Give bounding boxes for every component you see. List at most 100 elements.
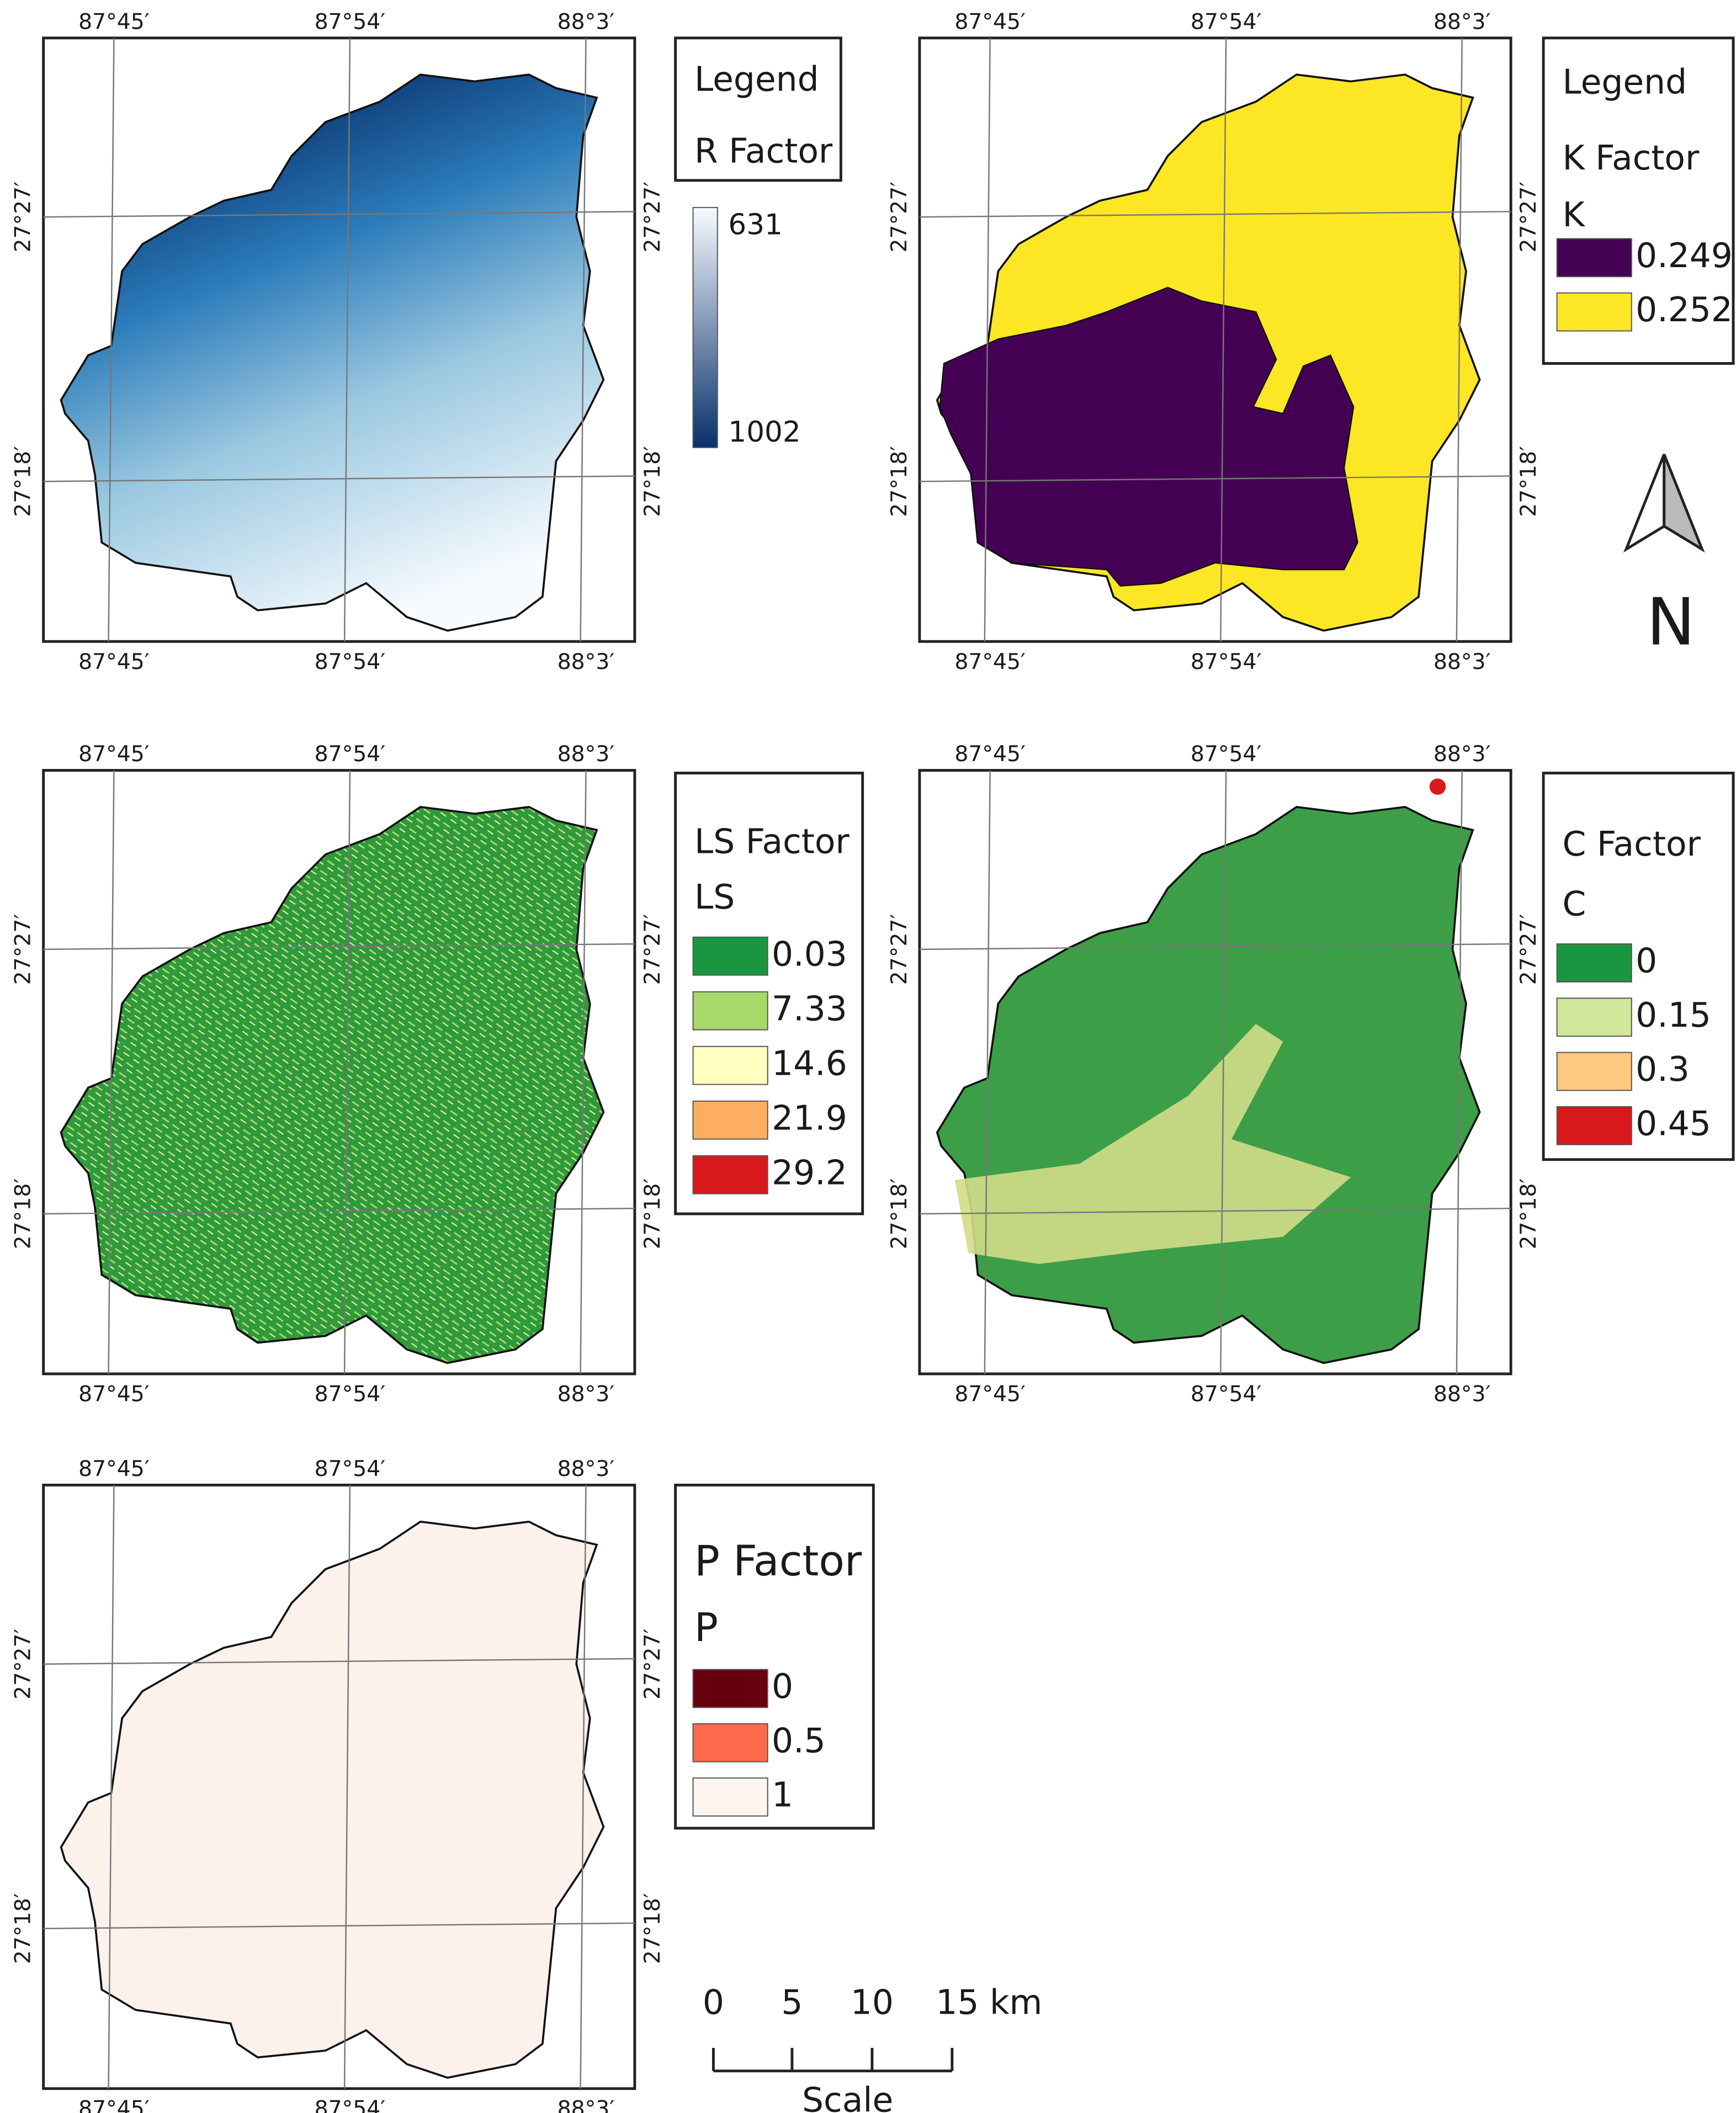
graticule xyxy=(43,475,635,482)
legend-value: 0.5 xyxy=(772,1721,826,1760)
lon-label: 87°54′ xyxy=(315,2097,386,2113)
legend-heading: Legend xyxy=(694,60,819,99)
legend-value: 0.249 xyxy=(1636,236,1733,275)
lon-label: 87°45′ xyxy=(78,1457,150,1482)
lon-label: 87°45′ xyxy=(954,742,1026,767)
legend-value: 14.6 xyxy=(772,1044,847,1083)
lat-label: 27°27′ xyxy=(887,182,912,253)
legend-subtitle: C xyxy=(1562,884,1586,923)
legend-value: 0.15 xyxy=(1636,996,1711,1035)
north-arrow: N xyxy=(1623,454,1705,660)
lon-label: 88°3′ xyxy=(558,1382,615,1407)
legend-subtitle: K xyxy=(1562,195,1585,235)
map-panel: 87°45′ 87°45′ 87°54′ 87°54′ 88°3′ 88°3′ 27°27′… xyxy=(887,742,1541,1407)
legend-subtitle: P xyxy=(694,1605,718,1650)
c-patch xyxy=(954,1024,1351,1264)
lon-label: 88°3′ xyxy=(558,1457,615,1482)
legend-subtitle: LS xyxy=(694,878,735,917)
scale-title: Scale xyxy=(802,2080,893,2113)
lon-label: 87°45′ xyxy=(954,9,1026,34)
legend-swatch xyxy=(692,1669,768,1708)
lat-label: 27°18′ xyxy=(887,446,912,517)
lat-label: 27°18′ xyxy=(640,446,665,517)
lat-label: 27°27′ xyxy=(1516,182,1541,253)
graticule xyxy=(1220,38,1227,642)
graticule xyxy=(1220,770,1227,1374)
lat-label: 27°27′ xyxy=(640,914,665,985)
lon-label: 87°45′ xyxy=(954,650,1026,675)
legend-title: LS Factor xyxy=(694,822,850,861)
lat-label: 27°27′ xyxy=(640,1628,665,1700)
graticule xyxy=(984,38,991,642)
lon-label: 88°3′ xyxy=(1434,9,1491,34)
lat-label: 27°27′ xyxy=(640,182,665,253)
legend-ramp-label: 631 xyxy=(728,208,782,241)
legend-box xyxy=(674,1483,875,1830)
legend-value: 0 xyxy=(1636,942,1657,981)
lon-label: 88°3′ xyxy=(558,2097,615,2113)
graticule xyxy=(580,770,587,1374)
graticule xyxy=(343,38,351,642)
legend-value: 7.33 xyxy=(772,989,847,1028)
legend-swatch xyxy=(692,1155,768,1194)
graticule xyxy=(343,770,351,1374)
map-panel: 87°45′ 87°45′ 87°54′ 87°54′ 88°3′ 88°3′ 27°27′… xyxy=(887,9,1541,675)
legend-swatch xyxy=(692,1777,768,1817)
legend-title: R Factor xyxy=(694,132,833,171)
k-region xyxy=(939,286,1358,587)
north-label: N xyxy=(1647,584,1695,660)
graticule xyxy=(919,211,1511,218)
lon-label: 87°54′ xyxy=(315,650,386,675)
graticule xyxy=(919,943,1511,951)
lon-label: 87°54′ xyxy=(315,1382,386,1407)
lat-label: 27°18′ xyxy=(11,1893,36,1965)
lat-label: 27°18′ xyxy=(640,1893,665,1965)
map-panel: 87°45′ 87°45′ 87°54′ 87°54′ 88°3′ 88°3′ 27°27′… xyxy=(11,9,665,675)
legend-value: 21.9 xyxy=(772,1098,847,1138)
legend-title: K Factor xyxy=(1562,139,1700,178)
legend-box xyxy=(674,36,842,182)
graticule xyxy=(1456,770,1463,1374)
lat-label: 27°18′ xyxy=(640,1178,665,1250)
graticule xyxy=(984,770,991,1374)
scale-bar xyxy=(712,2048,954,2073)
lat-label: 27°18′ xyxy=(11,446,36,517)
lon-label: 87°45′ xyxy=(78,2097,150,2113)
lat-label: 27°18′ xyxy=(1516,446,1541,517)
lat-label: 27°27′ xyxy=(11,182,36,253)
legend-swatch xyxy=(692,1045,768,1085)
lon-label: 87°54′ xyxy=(1191,742,1262,767)
lon-label: 88°3′ xyxy=(558,742,615,767)
lat-label: 27°18′ xyxy=(11,1178,36,1250)
legend-value: 1 xyxy=(772,1776,793,1815)
legend-value: 0 xyxy=(772,1667,793,1706)
legend-ramp xyxy=(692,206,718,448)
graticule xyxy=(1456,38,1463,642)
legend-value: 0.3 xyxy=(1636,1050,1690,1089)
lat-label: 27°27′ xyxy=(11,1628,36,1700)
graticule xyxy=(580,1485,587,2089)
legend-swatch xyxy=(692,1100,768,1140)
graticule xyxy=(108,1485,115,2089)
graticule xyxy=(108,38,115,642)
lon-label: 88°3′ xyxy=(1434,1382,1491,1407)
legend-value: 29.2 xyxy=(772,1153,847,1192)
lon-label: 88°3′ xyxy=(558,650,615,675)
lon-label: 87°54′ xyxy=(1191,650,1262,675)
lat-label: 27°18′ xyxy=(1516,1178,1541,1250)
legend-swatch xyxy=(1556,238,1632,278)
c-red-spot xyxy=(1429,778,1446,795)
legend-swatch xyxy=(692,1723,768,1762)
map-panel: 87°45′ 87°45′ 87°54′ 87°54′ 88°3′ 88°3′ 27°27′… xyxy=(11,742,665,1407)
scale-label: 0 xyxy=(703,1983,724,2022)
graticule xyxy=(43,1658,635,1665)
lon-label: 87°45′ xyxy=(78,650,150,675)
lat-label: 27°27′ xyxy=(887,914,912,985)
lon-label: 88°3′ xyxy=(1434,742,1491,767)
legend-swatch xyxy=(1556,1106,1632,1145)
legend-swatch xyxy=(692,936,768,976)
legend-title: C Factor xyxy=(1562,825,1701,864)
graticule xyxy=(919,1207,1511,1215)
scale-label: 15 km xyxy=(936,1983,1042,2022)
legend-swatch xyxy=(1556,943,1632,983)
